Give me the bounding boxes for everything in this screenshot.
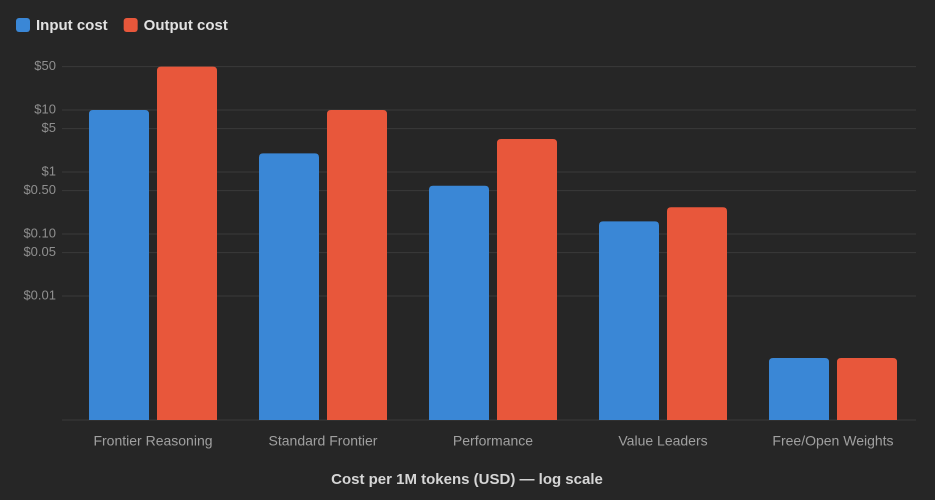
- x-tick-label: Standard Frontier: [269, 433, 378, 449]
- y-tick-label: $0.01: [23, 287, 56, 302]
- y-tick-label: $0.10: [23, 225, 56, 240]
- bar: [327, 110, 387, 420]
- x-tick-label: Free/Open Weights: [772, 433, 893, 449]
- bar: [157, 66, 217, 421]
- y-tick-label: $10: [34, 101, 56, 116]
- bar: [259, 153, 319, 421]
- legend-swatch: [123, 18, 138, 32]
- legend-label: Input cost: [36, 17, 108, 34]
- y-tick-label: $0.50: [23, 182, 56, 197]
- legend-swatch: [16, 18, 30, 32]
- bar: [497, 139, 557, 420]
- y-tick-label: $50: [34, 58, 56, 73]
- axis-title: Cost per 1M tokens (USD) — log scale: [331, 471, 603, 488]
- bar: [769, 358, 829, 420]
- y-tick-label: $0.05: [23, 244, 56, 259]
- bar: [837, 358, 897, 420]
- x-tick-label: Frontier Reasoning: [93, 433, 212, 449]
- bar: [429, 185, 489, 420]
- bar: [599, 221, 659, 420]
- bar: [89, 110, 149, 420]
- legend-label: Output cost: [144, 17, 228, 34]
- x-tick-label: Performance: [453, 433, 533, 449]
- bar: [667, 207, 727, 420]
- y-tick-label: $5: [42, 120, 56, 135]
- y-tick-label: $1: [42, 163, 56, 178]
- x-tick-label: Value Leaders: [618, 433, 707, 449]
